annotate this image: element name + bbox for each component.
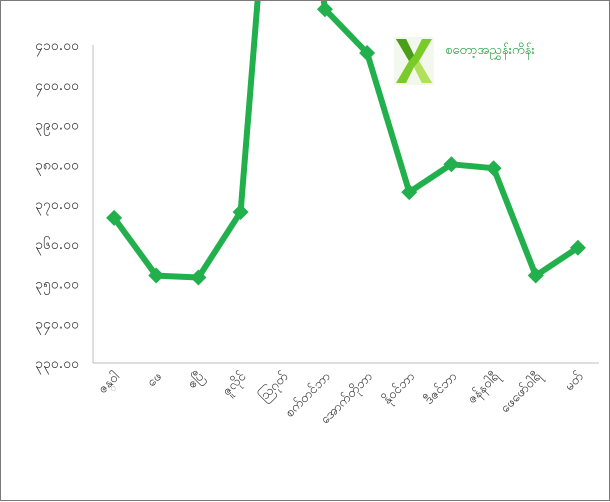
data-point-marker	[359, 44, 376, 61]
data-point-marker	[527, 267, 544, 284]
y-tick-label: ၃၆၀.၀၀	[35, 237, 79, 255]
x-tick-label: ဇူလိုင်	[219, 368, 251, 400]
y-tick-label: ၃၇၀.၀၀	[35, 197, 79, 215]
data-point-marker	[443, 156, 460, 173]
data-point-marker	[569, 239, 586, 256]
x-axis-ticks: ဇန္ဝါ ဖေ ဧပြီ ဇူလိုင် ဩဂုတ်စက်တင်ဘာအောက်တိုဘ…	[95, 368, 587, 429]
data-point-marker	[485, 160, 502, 177]
x-tick-label: ဧပြီ	[184, 369, 209, 394]
x-tick-label: ဒီဇင်ဘာ	[421, 369, 460, 408]
x-tick-label: ဖေဖော်ဝါရီ	[497, 368, 546, 417]
data-point-marker	[190, 269, 207, 286]
x-tick-label: ဇန္ဝါ	[95, 369, 125, 399]
series-markers	[106, 1, 586, 286]
x-tick-label: ဇန်နဝါရီ	[464, 368, 504, 408]
x-tick-label: ဖေ	[144, 369, 165, 390]
y-tick-label: ၃၉၀.၀၀	[35, 118, 79, 136]
y-axis-ticks: ၃၃၀.၀၀ ၃၄၀.၀၀ ၃၅၀.၀၀ ၃၆၀.၀၀ ၃၇၀.၀၀ ၃၈၀.၀၀ ၃၉၀.…	[35, 38, 79, 374]
x-logo-icon	[394, 37, 434, 85]
data-point-marker	[148, 267, 165, 284]
data-point-marker	[401, 184, 418, 201]
y-tick-label: ၃၅၀.၀၀	[35, 277, 79, 295]
x-tick-label: မတ်	[561, 368, 587, 394]
y-tick-label: ၃၈၀.၀၀	[35, 157, 79, 175]
data-point-marker	[106, 209, 123, 226]
data-point-marker	[232, 203, 249, 220]
y-tick-label: ၃၃၀.၀၀	[35, 356, 79, 374]
brand-label: စတော့အညွှန်းကိန်း	[445, 42, 535, 60]
y-tick-label: ၄၀၀.၀၀	[35, 78, 79, 96]
y-tick-label: ၄၁၀.၀၀	[35, 38, 79, 56]
y-tick-label: ၃၄၀.၀၀	[35, 316, 79, 334]
x-tick-label: နိုဝင်ဘာ	[379, 369, 419, 409]
data-point-marker	[316, 1, 333, 18]
x-tick-label: ဩဂုတ်	[255, 368, 293, 406]
